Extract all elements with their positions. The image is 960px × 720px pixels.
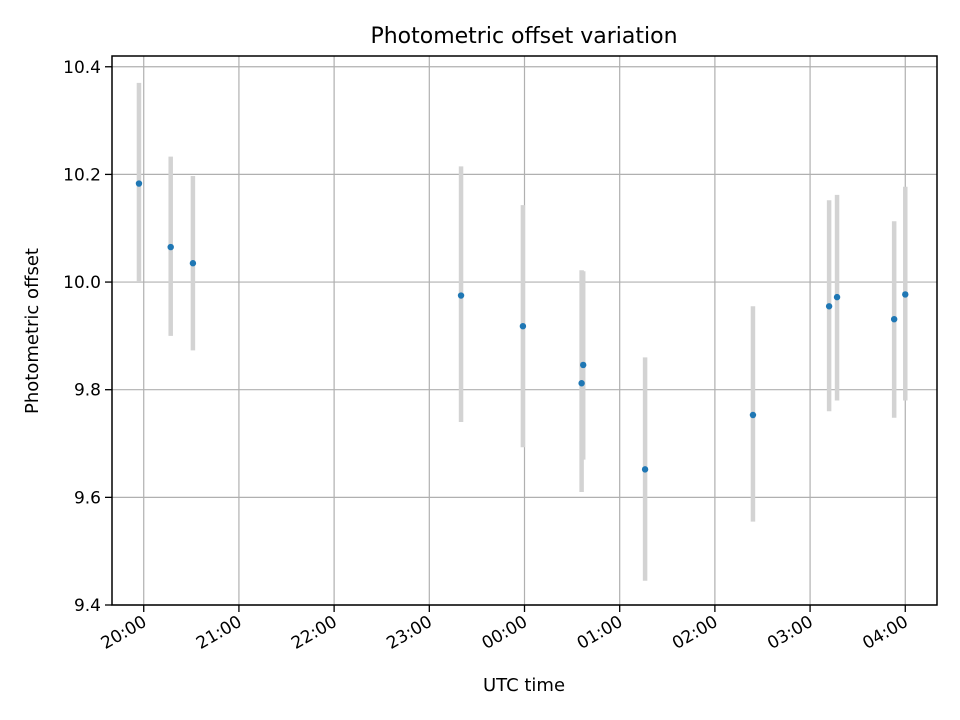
x-tick-label: 23:00	[383, 612, 435, 654]
y-tick-label: 9.6	[74, 488, 101, 508]
data-point	[890, 315, 898, 323]
data-point	[902, 291, 909, 298]
data-point	[457, 292, 465, 299]
x-axis-label: UTC time	[483, 675, 565, 696]
y-axis-label: Photometric offset	[22, 248, 43, 414]
x-tick-label: 22:00	[288, 612, 340, 654]
data-point	[135, 180, 143, 187]
x-tick-label: 01:00	[574, 612, 626, 654]
chart-title: Photometric offset variation	[370, 24, 677, 49]
y-tick-label: 10.0	[63, 273, 101, 293]
data-point	[825, 303, 833, 310]
error-bars	[136, 82, 908, 581]
data-point	[580, 361, 587, 369]
data-point	[833, 293, 841, 301]
y-tick-label: 9.4	[74, 596, 101, 616]
data-point	[641, 466, 649, 473]
x-tick-label: 04:00	[859, 612, 911, 654]
data-point	[578, 380, 585, 387]
data-point	[189, 260, 197, 267]
data-point	[519, 322, 527, 330]
y-tick-label: 10.4	[63, 58, 101, 78]
y-axis-ticks: 9.4 9.6 9.8 10.0 10.2 10.4	[63, 58, 112, 616]
x-axis-ticks: 20:00 21:00 22:00 23:00 00:00 01:00 02:00 03:00…	[98, 605, 912, 654]
x-tick-label: 03:00	[764, 612, 816, 654]
x-tick-label: 20:00	[98, 612, 150, 654]
data-point	[167, 243, 174, 251]
data-points	[135, 180, 909, 473]
y-tick-label: 10.2	[63, 165, 101, 185]
x-tick-label: 02:00	[669, 612, 721, 654]
x-tick-label: 21:00	[193, 612, 245, 654]
x-tick-label: 00:00	[479, 612, 531, 654]
y-tick-label: 9.8	[74, 381, 101, 401]
data-point	[749, 411, 757, 419]
